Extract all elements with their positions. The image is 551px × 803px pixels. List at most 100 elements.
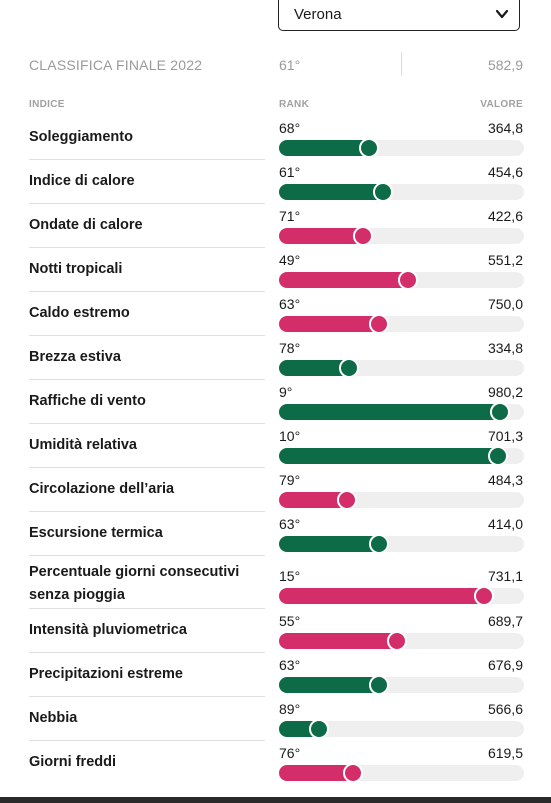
index-row-rank: 63°	[279, 296, 301, 312]
index-row-bar-fill	[279, 316, 387, 332]
index-row-name: Brezza estiva	[29, 349, 121, 365]
index-row-bar-track	[279, 534, 524, 554]
index-row-value: 484,3	[487, 472, 523, 488]
index-row-name: Intensità pluviometrica	[29, 622, 187, 638]
index-row-bar-track	[279, 358, 524, 378]
row-divider	[29, 652, 265, 653]
row-divider	[29, 335, 265, 336]
index-row: Precipitazioni estreme 63° 676,9	[0, 655, 551, 699]
chevron-down-icon	[495, 9, 509, 19]
index-row-rank: 71°	[279, 208, 301, 224]
index-row-bar-marker	[353, 226, 373, 246]
index-row-rank: 63°	[279, 516, 301, 532]
index-row-value: 980,2	[487, 384, 523, 400]
index-row: Percentuale giorni consecutivi senza pio…	[0, 558, 551, 611]
index-row-rank: 61°	[279, 164, 301, 180]
index-row-value: 334,8	[487, 340, 523, 356]
row-divider	[29, 203, 265, 204]
index-row-rank: 79°	[279, 472, 301, 488]
index-row-bar-fill	[279, 228, 371, 244]
index-row-name: Nebbia	[29, 710, 78, 726]
row-divider	[29, 467, 265, 468]
index-row-value: 566,6	[487, 701, 523, 717]
index-row-bar-marker	[359, 138, 379, 158]
index-row-bar-track	[279, 402, 524, 422]
index-row-name: Circolazione dell’aria	[29, 481, 175, 497]
index-row-name: Precipitazioni estreme	[29, 666, 183, 682]
column-header-value: VALORE	[480, 99, 523, 110]
index-row-bar-marker	[369, 675, 389, 695]
index-row-value: 364,8	[487, 120, 523, 136]
index-row-bar-fill	[279, 677, 387, 693]
index-row-rank: 9°	[279, 384, 293, 400]
index-row-bar-track	[279, 675, 524, 695]
index-row-bar-track	[279, 226, 524, 246]
index-row-name: Indice di calore	[29, 173, 135, 189]
index-row-value: 551,2	[487, 252, 523, 268]
index-row-bar-track	[279, 182, 524, 202]
index-row-value: 454,6	[487, 164, 523, 180]
final-ranking-rank: 61°	[279, 57, 301, 73]
index-row: Raffiche di vento 9° 980,2	[0, 382, 551, 426]
index-row-value: 676,9	[487, 657, 523, 673]
index-row: Umidità relativa 10° 701,3	[0, 426, 551, 470]
index-row-bar-marker	[309, 719, 329, 739]
index-row-bar-marker	[373, 182, 393, 202]
row-divider	[29, 159, 265, 160]
index-row: Escursione termica 63° 414,0	[0, 514, 551, 558]
row-divider	[29, 291, 265, 292]
index-row-rank: 68°	[279, 120, 301, 136]
index-row: Brezza estiva 78° 334,8	[0, 338, 551, 382]
row-divider	[29, 608, 265, 609]
index-row-rank: 15°	[279, 568, 301, 584]
index-row-value: 701,3	[487, 428, 523, 444]
index-row-name: Caldo estremo	[29, 305, 130, 321]
index-row: Nebbia 89° 566,6	[0, 699, 551, 743]
index-row: Giorni freddi 76° 619,5	[0, 743, 551, 787]
index-row-bar-marker	[488, 446, 508, 466]
index-row-bar-track	[279, 490, 524, 510]
index-row-bar-track	[279, 631, 524, 651]
index-row: Indice di calore 61° 454,6	[0, 162, 551, 206]
index-row: Caldo estremo 63° 750,0	[0, 294, 551, 338]
index-row-bar-marker	[343, 763, 363, 783]
index-row: Circolazione dell’aria 79° 484,3	[0, 470, 551, 514]
index-row-name: Percentuale giorni consecutivi senza pio…	[29, 564, 240, 603]
index-row-bar-fill	[279, 765, 361, 781]
index-row-bar-marker	[474, 586, 494, 606]
row-divider	[29, 511, 265, 512]
index-row-bar-marker	[398, 270, 418, 290]
index-row-name: Ondate di calore	[29, 217, 143, 233]
index-row-bar-track	[279, 763, 524, 783]
index-row-rank: 63°	[279, 657, 301, 673]
index-row-bar-track	[279, 270, 524, 290]
index-row-bar-track	[279, 138, 524, 158]
index-row-bar-marker	[490, 402, 510, 422]
index-row-bar-track	[279, 719, 524, 739]
index-row-bar-fill	[279, 404, 508, 420]
column-header-index: INDICE	[29, 99, 65, 110]
final-ranking-value: 582,9	[487, 57, 523, 73]
index-row-rank: 49°	[279, 252, 301, 268]
city-select-value: Verona	[294, 6, 342, 23]
final-ranking-label: CLASSIFICA FINALE 2022	[29, 57, 203, 73]
index-row-bar-marker	[339, 358, 359, 378]
index-row-bar-marker	[369, 534, 389, 554]
index-row-bar-fill	[279, 448, 506, 464]
index-row: Soleggiamento 68° 364,8	[0, 118, 551, 162]
column-header-rank: RANK	[279, 99, 310, 110]
index-row-name: Notti tropicali	[29, 261, 123, 277]
index-row-bar-fill	[279, 633, 405, 649]
index-row-bar-fill	[279, 536, 387, 552]
row-divider	[29, 379, 265, 380]
final-ranking-divider	[401, 52, 402, 76]
index-row-value: 422,6	[487, 208, 523, 224]
index-row-bar-fill	[279, 492, 355, 508]
index-row-name: Raffiche di vento	[29, 393, 146, 409]
index-row-value: 619,5	[487, 745, 523, 761]
index-row-name: Escursione termica	[29, 525, 163, 541]
city-select[interactable]: Verona	[278, 0, 520, 31]
index-row: Notti tropicali 49° 551,2	[0, 250, 551, 294]
index-row-rank: 78°	[279, 340, 301, 356]
index-row-value: 414,0	[487, 516, 523, 532]
